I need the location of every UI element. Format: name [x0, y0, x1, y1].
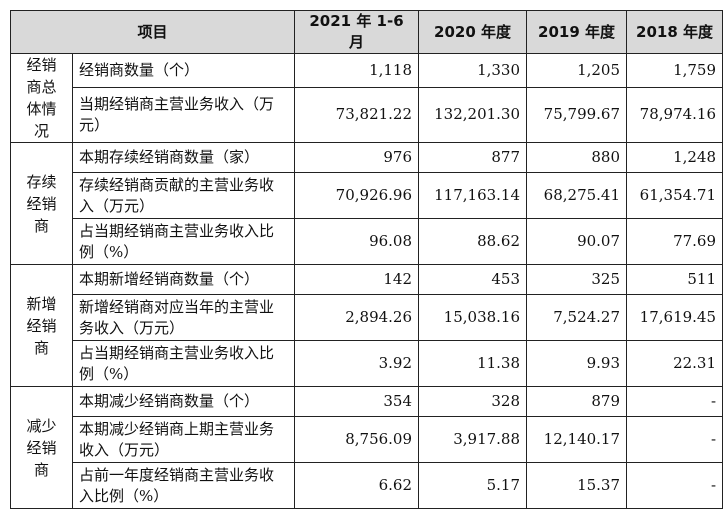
cell-value: -	[626, 416, 724, 463]
cell-value: 12,140.17	[526, 416, 628, 463]
group-label-reduced: 减少经销商	[10, 386, 73, 509]
row-label: 占前一年度经销商主营业务收入比例（%）	[71, 462, 296, 509]
cell-value: 354	[294, 386, 420, 417]
table-row: 占前一年度经销商主营业务收入比例（%） 6.62 5.17 15.37 -	[11, 462, 724, 509]
cell-value: 877	[418, 142, 528, 173]
cell-value: 15,038.16	[418, 294, 528, 341]
cell-value: 73,821.22	[294, 86, 420, 144]
cell-value: 132,201.30	[418, 86, 528, 144]
table-row: 占当期经销商主营业务收入比例（%） 3.92 11.38 9.93 22.31	[11, 340, 724, 387]
header-row: 项目 2021 年 1-6 月 2020 年度 2019 年度 2018 年度	[9, 10, 724, 54]
row-label: 本期存续经销商数量（家）	[71, 142, 296, 173]
cell-value: 7,524.27	[526, 294, 628, 341]
cell-value: 3,917.88	[418, 416, 528, 463]
table-row: 占当期经销商主营业务收入比例（%） 96.08 88.62 90.07 77.6…	[11, 218, 724, 265]
cell-value: -	[626, 462, 724, 509]
row-label: 当期经销商主营业务收入（万元）	[71, 86, 296, 144]
group-label-new: 新增经销商	[10, 264, 73, 387]
cell-value: 511	[626, 264, 724, 295]
table-row: 本期减少经销商上期主营业务收入（万元） 8,756.09 3,917.88 12…	[11, 416, 724, 463]
cell-value: 5.17	[418, 462, 528, 509]
row-label: 经销商数量（个）	[71, 53, 296, 88]
cell-value: 3.92	[294, 340, 420, 387]
cell-value: 976	[294, 142, 420, 173]
table-row: 新增经销商对应当年的主营业务收入（万元） 2,894.26 15,038.16 …	[11, 294, 724, 341]
table-row: 减少经销商 本期减少经销商数量（个） 354 328 879 -	[10, 386, 724, 509]
cell-value: 11.38	[418, 340, 528, 387]
cell-value: 880	[526, 142, 628, 173]
cell-value: 90.07	[526, 218, 628, 265]
row-label: 新增经销商对应当年的主营业务收入（万元）	[71, 294, 296, 341]
table-row: 存续经销商贡献的主营业务收入（万元） 70,926.96 117,163.14 …	[11, 172, 724, 219]
row-label: 存续经销商贡献的主营业务收入（万元）	[71, 172, 296, 219]
cell-value: 15.37	[526, 462, 628, 509]
cell-value: 328	[418, 386, 528, 417]
cell-value: 17,619.45	[626, 294, 724, 341]
header-2018: 2018 年度	[626, 10, 724, 54]
cell-value: 70,926.96	[294, 172, 420, 219]
cell-value: 1,759	[626, 53, 724, 88]
cell-value: 1,248	[626, 142, 724, 173]
group-label-continuing: 存续经销商	[10, 142, 73, 265]
cell-value: -	[626, 386, 724, 417]
cell-value: 879	[526, 386, 628, 417]
row-label: 本期减少经销商数量（个）	[71, 386, 296, 417]
cell-value: 117,163.14	[418, 172, 528, 219]
distributor-table: 项目 2021 年 1-6 月 2020 年度 2019 年度 2018 年度 …	[9, 10, 724, 509]
cell-value: 96.08	[294, 218, 420, 265]
table-row: 经销商总体情况 经销商数量（个） 1,118 1,330 1,205 1,759	[10, 53, 724, 143]
row-label: 占当期经销商主营业务收入比例（%）	[71, 218, 296, 265]
table-row: 存续经销商 本期存续经销商数量（家） 976 877 880 1,248	[10, 142, 724, 265]
cell-value: 2,894.26	[294, 294, 420, 341]
cell-value: 75,799.67	[526, 86, 628, 144]
cell-value: 1,330	[418, 53, 528, 88]
cell-value: 61,354.71	[626, 172, 724, 219]
cell-value: 325	[526, 264, 628, 295]
cell-value: 8,756.09	[294, 416, 420, 463]
cell-value: 68,275.41	[526, 172, 628, 219]
cell-value: 142	[294, 264, 420, 295]
cell-value: 77.69	[626, 218, 724, 265]
cell-value: 6.62	[294, 462, 420, 509]
header-item: 项目	[9, 10, 296, 54]
header-2021h1: 2021 年 1-6 月	[294, 10, 420, 54]
table-row: 新增经销商 本期新增经销商数量（个） 142 453 325 511	[10, 264, 724, 387]
cell-value: 1,118	[294, 53, 420, 88]
row-label: 本期减少经销商上期主营业务收入（万元）	[71, 416, 296, 463]
table-row: 当期经销商主营业务收入（万元） 73,821.22 132,201.30 75,…	[11, 86, 724, 144]
cell-value: 78,974.16	[626, 86, 724, 144]
row-label: 占当期经销商主营业务收入比例（%）	[71, 340, 296, 387]
row-label: 本期新增经销商数量（个）	[71, 264, 296, 295]
group-label-overall: 经销商总体情况	[10, 53, 73, 143]
cell-value: 9.93	[526, 340, 628, 387]
cell-value: 453	[418, 264, 528, 295]
cell-value: 1,205	[526, 53, 628, 88]
cell-value: 22.31	[626, 340, 724, 387]
header-2020: 2020 年度	[418, 10, 528, 54]
cell-value: 88.62	[418, 218, 528, 265]
header-2019: 2019 年度	[526, 10, 628, 54]
